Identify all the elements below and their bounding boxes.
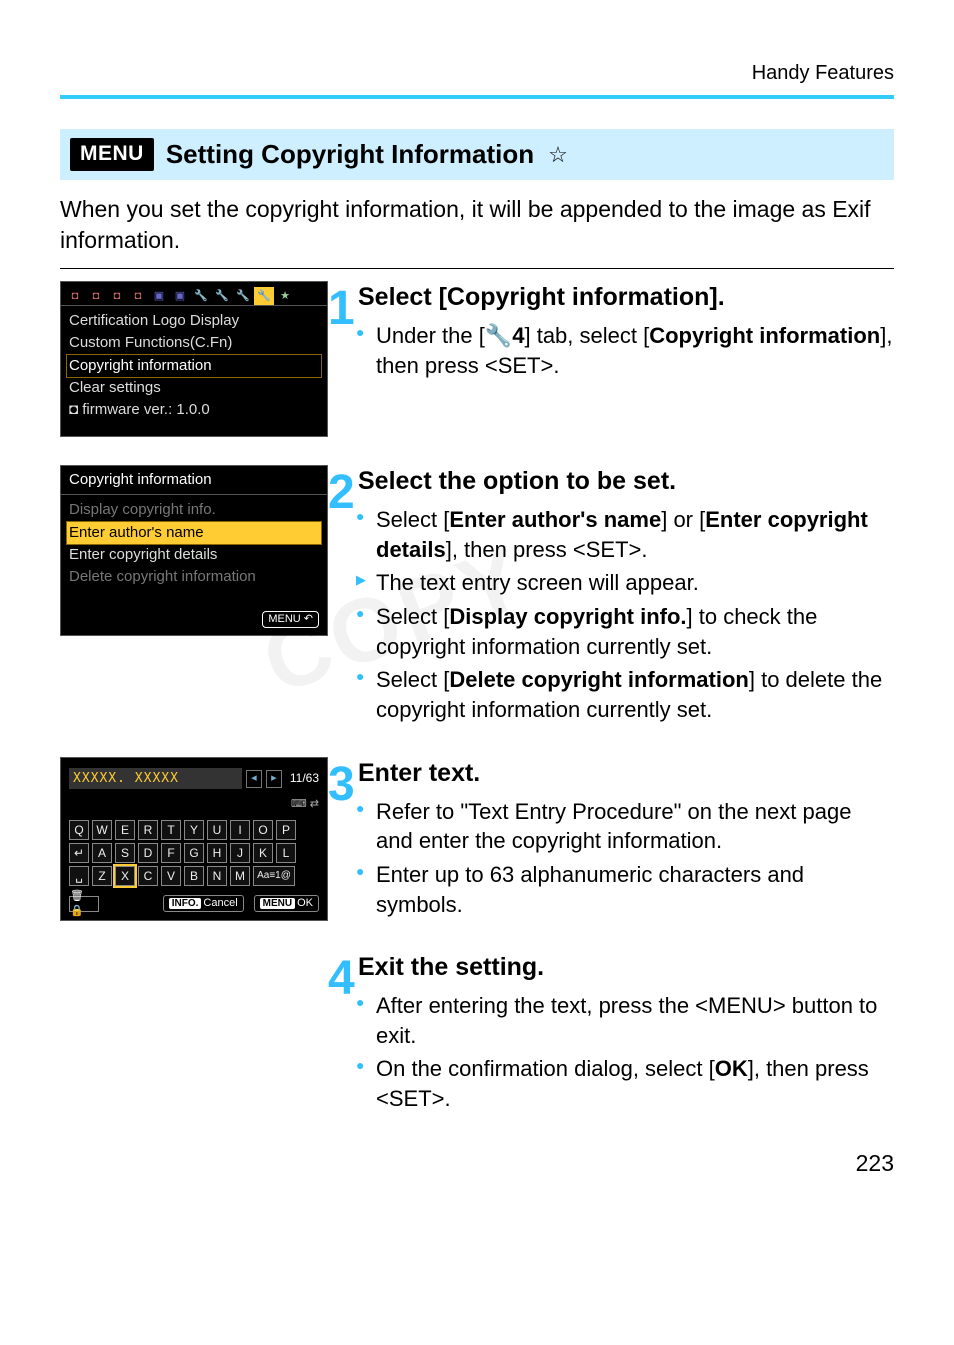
keyboard-key: D xyxy=(138,843,158,863)
step-number: 4 xyxy=(328,947,355,1012)
keyboard-key: C xyxy=(138,866,158,886)
keyboard-key: G xyxy=(184,843,204,863)
lcd-menu-button-icon: MENU ↶ xyxy=(262,611,319,628)
lcd-tab: 🔧 xyxy=(254,287,274,305)
section-heading: MENU Setting Copyright Information ☆ xyxy=(60,129,894,180)
bullet: Refer to "Text Entry Procedure" on the n… xyxy=(376,797,894,856)
lcd-tab: 🔧 xyxy=(191,287,211,305)
cursor-right-icon: ▸ xyxy=(266,770,282,788)
bullet: Enter up to 63 alphanumeric characters a… xyxy=(376,860,894,919)
lcd-tab: ★ xyxy=(275,287,295,305)
lcd-keyboard-screenshot: XXXXX. XXXXX ◂ ▸ 11/63 ⌨ ⇄ QWERTYUIOP ↵AS… xyxy=(60,757,328,921)
step-title: Select the option to be set. xyxy=(358,465,894,499)
keyboard-key: O xyxy=(253,820,273,840)
lcd-tab: 🔧 xyxy=(212,287,232,305)
text-entry-field: XXXXX. XXXXX xyxy=(69,768,242,790)
bullet: Select [Display copyright info.] to chec… xyxy=(376,602,894,661)
trash-icon: 🗑 🔒 xyxy=(69,896,99,912)
heading-title: Setting Copyright Information xyxy=(166,137,534,172)
keyboard-key: J xyxy=(230,843,250,863)
menu-badge: MENU xyxy=(70,138,154,170)
cursor-left-icon: ◂ xyxy=(246,770,262,788)
header-rule xyxy=(60,95,894,99)
keyboard-key: L xyxy=(276,843,296,863)
menu-ok-label: MENUOK xyxy=(254,895,319,912)
lcd-tab: ◘ xyxy=(65,287,85,305)
step-title: Exit the setting. xyxy=(358,951,894,985)
keyboard-key: ␣ xyxy=(69,866,89,886)
keyboard-key: Z xyxy=(92,866,112,886)
lcd-copyright-item: Enter copyright details xyxy=(67,544,321,566)
lcd-menu-screenshot: ◘◘◘◘▣▣🔧🔧🔧🔧★ Certification Logo DisplayCu… xyxy=(60,281,328,437)
intro-text: When you set the copyright information, … xyxy=(60,194,894,256)
keyboard-key: Q xyxy=(69,820,89,840)
lcd-copyright-screenshot: Copyright information Display copyright … xyxy=(60,465,328,636)
lcd-tab: ◘ xyxy=(107,287,127,305)
lcd-copyright-item: Display copyright info. xyxy=(67,499,321,521)
running-header: Handy Features xyxy=(60,60,894,87)
lcd-tab: 🔧 xyxy=(233,287,253,305)
lcd-copyright-item: Delete copyright information xyxy=(67,566,321,588)
lcd-tab: ◘ xyxy=(86,287,106,305)
bullet: On the confirmation dialog, select [OK],… xyxy=(376,1054,894,1113)
keyboard-key: Aa≡1@ xyxy=(253,866,295,886)
input-mode-icons: ⌨ ⇄ xyxy=(67,797,321,817)
keyboard-key: H xyxy=(207,843,227,863)
lcd-tab: ◘ xyxy=(128,287,148,305)
step-title: Select [Copyright information]. xyxy=(358,281,894,315)
keyboard-key: A xyxy=(92,843,112,863)
lcd-tabs: ◘◘◘◘▣▣🔧🔧🔧🔧★ xyxy=(61,282,327,306)
info-cancel-label: INFO.Cancel xyxy=(163,895,244,912)
lcd-menu-item: Custom Functions(C.Fn) xyxy=(67,332,321,354)
keyboard-key: S xyxy=(115,843,135,863)
step-title: Enter text. xyxy=(358,757,894,791)
keyboard-key: E xyxy=(115,820,135,840)
keyboard-key: V xyxy=(161,866,181,886)
keyboard-key: U xyxy=(207,820,227,840)
keyboard-key: R xyxy=(138,820,158,840)
keyboard-key: M xyxy=(230,866,250,886)
bullet: Select [Delete copyright information] to… xyxy=(376,665,894,724)
lcd-menu-item: Clear settings xyxy=(67,377,321,399)
char-count: 11/63 xyxy=(290,770,319,786)
lcd-menu-item: ◘ firmware ver.: 1.0.0 xyxy=(67,399,321,421)
keyboard-key: N xyxy=(207,866,227,886)
bullet: Select [Enter author's name] or [Enter c… xyxy=(376,505,894,564)
keyboard-key: I xyxy=(230,820,250,840)
bullet: Under the [🔧4] tab, select [Copyright in… xyxy=(376,321,894,380)
lcd-copyright-item: Enter author's name xyxy=(67,522,321,544)
step-number: 2 xyxy=(328,461,355,526)
keyboard-key: P xyxy=(276,820,296,840)
step-number: 1 xyxy=(328,277,355,342)
keyboard-key: W xyxy=(92,820,112,840)
heading-star-icon: ☆ xyxy=(548,140,568,170)
lcd-menu-item: Certification Logo Display xyxy=(67,310,321,332)
keyboard-key: K xyxy=(253,843,273,863)
bullet: After entering the text, press the <MENU… xyxy=(376,991,894,1050)
bullet: The text entry screen will appear. xyxy=(376,568,894,598)
keyboard-key: ↵ xyxy=(69,843,89,863)
divider xyxy=(60,268,894,269)
keyboard-key: X xyxy=(115,866,135,886)
lcd-tab: ▣ xyxy=(170,287,190,305)
page-number: 223 xyxy=(60,1148,894,1179)
lcd-copyright-title: Copyright information xyxy=(61,466,327,495)
keyboard-key: T xyxy=(161,820,181,840)
lcd-tab: ▣ xyxy=(149,287,169,305)
keyboard-key: B xyxy=(184,866,204,886)
keyboard-key: F xyxy=(161,843,181,863)
step-number: 3 xyxy=(328,753,355,818)
keyboard-key: Y xyxy=(184,820,204,840)
lcd-menu-item: Copyright information xyxy=(67,355,321,377)
